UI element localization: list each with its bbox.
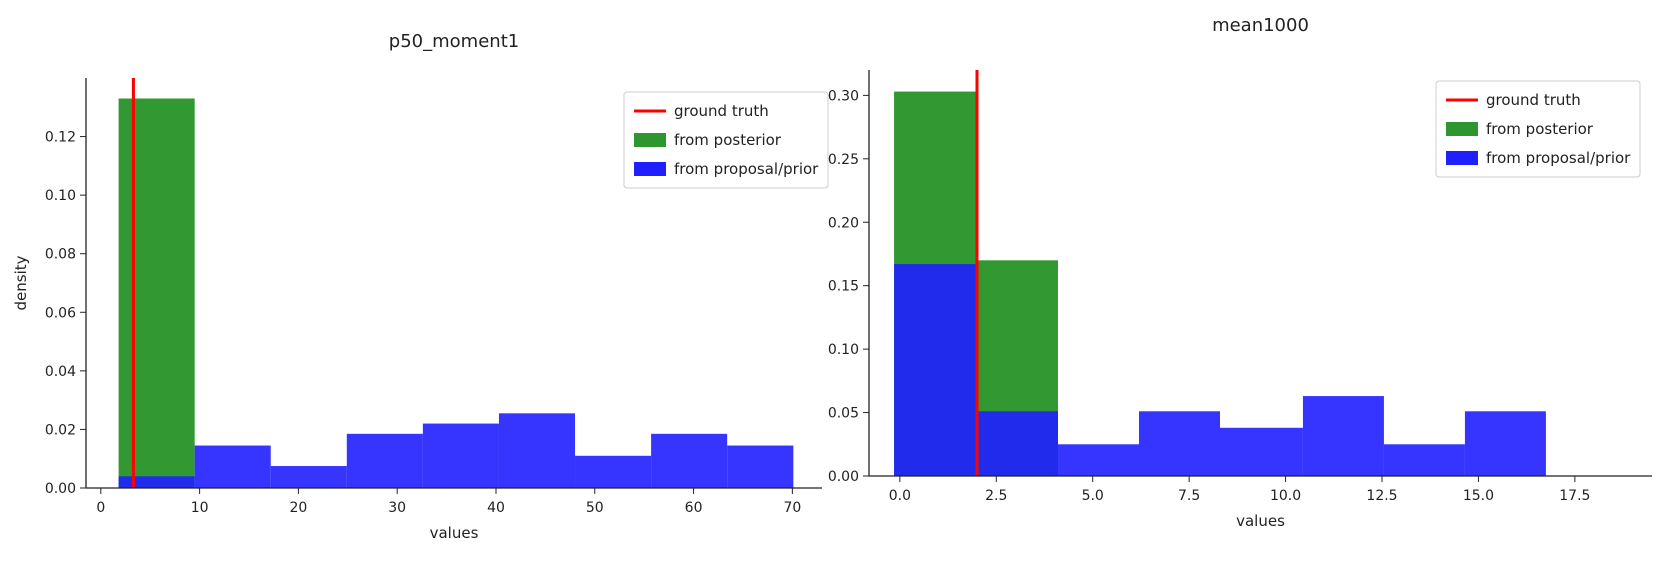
y-tick-label-5: 0.25: [828, 152, 859, 168]
bar-prior-4: [1220, 427, 1303, 476]
x-axis-label: values: [430, 524, 479, 542]
x-tick-label-4: 40: [487, 500, 505, 516]
x-tick-label-4: 10.0: [1270, 488, 1301, 504]
bar-prior-0: [118, 476, 195, 488]
legend-label-2: from proposal/prior: [674, 160, 819, 178]
bar-prior-5: [498, 413, 576, 488]
x-tick-label-7: 17.5: [1559, 488, 1590, 504]
bar-prior-1: [194, 445, 271, 488]
bar-prior-5: [1302, 396, 1384, 476]
x-tick-label-2: 20: [289, 500, 307, 516]
y-tick-label-2: 0.10: [828, 342, 859, 358]
legend-swatch-posterior: [1446, 122, 1478, 136]
legend-label-0: ground truth: [1486, 91, 1581, 109]
x-axis-label: values: [1236, 512, 1285, 530]
x-tick-label-5: 12.5: [1366, 488, 1397, 504]
x-tick-label-6: 15.0: [1463, 488, 1494, 504]
bar-prior-8: [727, 445, 794, 488]
legend-swatch-prior: [634, 162, 666, 176]
x-tick-label-0: 0.0: [889, 488, 911, 504]
y-tick-label-1: 0.02: [45, 422, 76, 438]
y-axis-label: density: [12, 255, 30, 310]
y-tick-label-2: 0.04: [45, 364, 76, 380]
y-tick-label-5: 0.10: [45, 188, 76, 204]
x-tick-label-5: 50: [586, 500, 604, 516]
y-tick-label-4: 0.08: [45, 247, 76, 263]
x-tick-label-1: 2.5: [985, 488, 1007, 504]
legend-label-0: ground truth: [674, 102, 769, 120]
bar-prior-3: [1139, 411, 1220, 476]
legend-box: [623, 91, 829, 189]
legend-box: [1435, 80, 1641, 178]
legend: ground truth from posterior from proposal/…: [623, 91, 829, 189]
y-tick-label-6: 0.12: [45, 130, 76, 146]
x-tick-label-3: 30: [388, 500, 406, 516]
bar-posterior-0: [118, 98, 195, 488]
bar-prior-2: [1058, 444, 1139, 476]
x-tick-label-3: 7.5: [1178, 488, 1200, 504]
bar-prior-4: [422, 423, 499, 488]
chart-title: mean1000: [1212, 15, 1309, 36]
histogram-p50-moment1: 0 10 20 30 40 50 60 70 0.00 0.02 0.04 0.06 0.08 0.10 0…: [12, 31, 829, 542]
legend-swatch-posterior: [634, 133, 666, 147]
bar-prior-0: [894, 264, 977, 476]
y-tick-label-0: 0.00: [828, 469, 859, 485]
bar-prior-7: [651, 433, 728, 488]
y-tick-label-1: 0.05: [828, 406, 859, 422]
y-tick-label-0: 0.00: [45, 481, 76, 497]
bar-prior-1: [977, 411, 1058, 476]
legend-swatch-prior: [1446, 151, 1478, 165]
x-tick-label-0: 0: [96, 500, 105, 516]
histogram-mean1000: 0.0 2.5 5.0 7.5 10.0 12.5 15.0 17.5 0.00 0.05 0.10…: [828, 15, 1652, 530]
bar-prior-6: [575, 455, 652, 488]
bar-prior-6: [1383, 444, 1465, 476]
x-tick-label-1: 10: [191, 500, 209, 516]
x-tick-label-6: 60: [685, 500, 703, 516]
y-tick-label-4: 0.20: [828, 215, 859, 231]
bar-prior-3: [346, 433, 423, 488]
legend-label-2: from proposal/prior: [1486, 149, 1631, 167]
bar-prior-7: [1464, 411, 1546, 476]
y-tick-label-3: 0.15: [828, 279, 859, 295]
legend-label-1: from posterior: [1486, 120, 1594, 138]
y-tick-label-3: 0.06: [45, 305, 76, 321]
legend: ground truth from posterior from proposal/…: [1435, 80, 1641, 178]
bar-prior-2: [270, 466, 347, 488]
x-tick-label-2: 5.0: [1082, 488, 1104, 504]
legend-label-1: from posterior: [674, 131, 782, 149]
y-tick-label-6: 0.30: [828, 88, 859, 104]
chart-title: p50_moment1: [389, 31, 519, 52]
x-tick-label-7: 70: [783, 500, 801, 516]
